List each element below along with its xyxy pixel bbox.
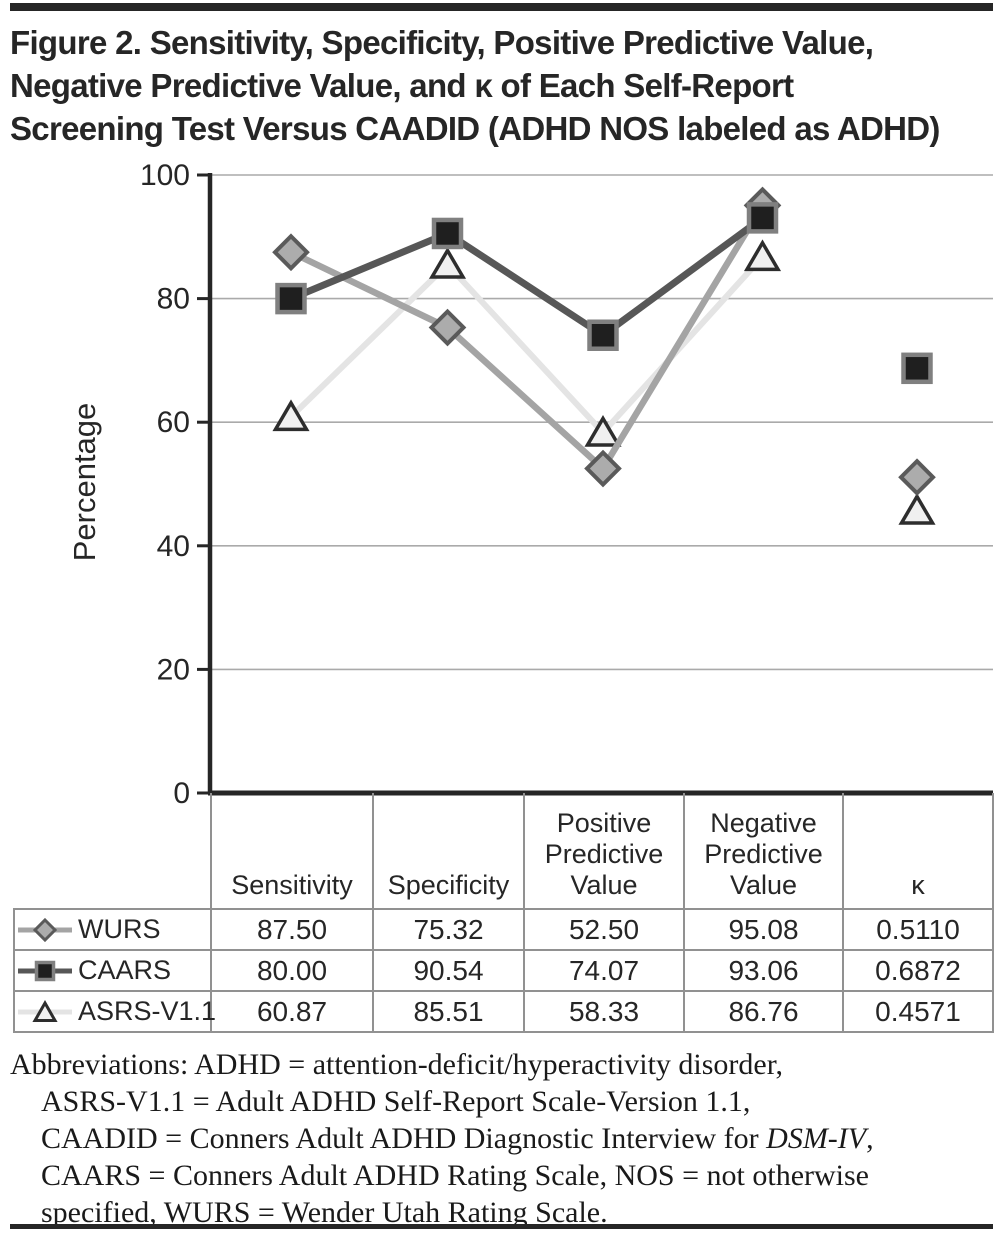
table-cell: 58.33 [523, 990, 685, 1033]
table-cell: 74.07 [523, 949, 685, 992]
table-cell: 0.6872 [842, 949, 994, 992]
legend-marker-icon-square [18, 960, 72, 981]
table-row: WURS 87.50 75.32 52.50 95.08 0.5110 [13, 908, 994, 951]
y-tick-label: 20 [157, 653, 190, 686]
footnote-text: ASRS-V1.1 = Adult ADHD Self-Report Scale… [41, 1085, 751, 1118]
figure-title-line-1: Figure 2. Sensitivity, Specificity, Posi… [10, 24, 874, 61]
data-point-marker-WURS [272, 233, 310, 272]
footnote-text: Abbreviations: ADHD = attention-deficit/… [10, 1048, 784, 1081]
y-tick-label: 40 [157, 530, 190, 563]
legend-entry: ASRS-V1.1 [15, 992, 216, 1031]
abbreviation-line: ASRS-V1.1 = Adult ADHD Self-Report Scale… [10, 1083, 996, 1120]
footnote-text: CAADID = Conners Adult ADHD Diagnostic I… [41, 1122, 767, 1155]
footnote-text: , [866, 1122, 874, 1155]
footnote-text: specified, WURS = Wender Utah Rating Sca… [41, 1196, 608, 1229]
y-tick-label: 60 [157, 406, 190, 439]
abbreviation-line: Abbreviations: ADHD = attention-deficit/… [10, 1046, 996, 1083]
data-point-marker-WURS [584, 449, 622, 488]
legend-entry: CAARS [15, 951, 210, 990]
table-cell: 0.4571 [842, 990, 994, 1033]
column-header: Negative Predictive Value [683, 793, 844, 910]
series-line-WURS [289, 203, 766, 474]
column-header: Positive Predictive Value [523, 793, 685, 910]
table-cell: 95.08 [683, 908, 844, 951]
table-cell: 80.00 [210, 949, 374, 992]
y-tick-label: 80 [157, 283, 190, 316]
column-header: Specificity [372, 793, 525, 910]
table-header: Sensitivity Specificity Positive Predictiv… [14, 793, 994, 910]
column-header: Sensitivity [210, 793, 374, 910]
data-point-marker-ASRS-V1.1 [584, 415, 622, 447]
series-label: CAARS [78, 955, 172, 985]
data-point-marker-CAARS [431, 217, 464, 250]
column-header: κ [842, 793, 994, 910]
legend-marker-icon-triangle [18, 999, 72, 1022]
italic-text: DSM-IV [766, 1122, 867, 1155]
series-line-ASRS-V1.1 [288, 254, 765, 437]
results-table: Sensitivity Specificity Positive Predictiv… [13, 793, 994, 1033]
series-label: ASRS-V1.1 [78, 996, 217, 1026]
table-row: ASRS-V1.1 60.87 85.51 58.33 86.76 0.4571 [13, 990, 994, 1033]
data-point-marker-CAARS [587, 319, 619, 351]
y-axis-label: Percentage [67, 402, 102, 562]
legend-entry: WURS [15, 910, 210, 949]
legend-marker-icon-diamond [18, 917, 72, 942]
table-body: WURS 87.50 75.32 52.50 95.08 0.5110 CAARS 80.00… [13, 908, 994, 1033]
abbreviation-line: CAADID = Conners Adult ADHD Diagnostic I… [10, 1120, 996, 1157]
figure-title-line-2: Negative Predictive Value, and κ of Each… [10, 67, 794, 104]
table-cell: 93.06 [683, 949, 844, 992]
table-cell: 60.87 [210, 990, 374, 1033]
legend-cell: CAARS [13, 949, 212, 992]
table-cell: 87.50 [210, 908, 374, 951]
table-cell: 90.54 [372, 949, 525, 992]
data-point-marker-CAARS [746, 202, 779, 234]
y-tick-label: 100 [140, 159, 190, 192]
data-point-marker-ASRS-V1.1 [898, 493, 936, 525]
top-rule [10, 3, 993, 11]
footnote-text: CAARS = Conners Adult ADHD Rating Scale,… [41, 1159, 869, 1192]
legend-column-header [14, 793, 212, 910]
abbreviation-line: specified, WURS = Wender Utah Rating Sca… [10, 1194, 996, 1231]
table-cell: 0.5110 [842, 908, 994, 951]
table-row: CAARS 80.00 90.54 74.07 93.06 0.6872 [13, 949, 994, 992]
legend-cell: ASRS-V1.1 [13, 990, 216, 1033]
abbreviation-line: CAARS = Conners Adult ADHD Rating Scale,… [10, 1157, 996, 1194]
table-cell: 52.50 [523, 908, 685, 951]
bottom-rule [10, 1224, 993, 1229]
legend-cell: WURS [13, 908, 212, 951]
abbreviations-note: Abbreviations: ADHD = attention-deficit/… [10, 1046, 996, 1231]
data-point-marker-ASRS-V1.1 [743, 239, 782, 272]
figure-title: Figure 2. Sensitivity, Specificity, Posi… [10, 21, 1000, 150]
table-cell: 75.32 [372, 908, 525, 951]
table-cell: 86.76 [683, 990, 844, 1033]
data-point-marker-ASRS-V1.1 [428, 247, 467, 279]
data-point-marker-WURS [898, 458, 936, 497]
table-header-row: Sensitivity Specificity Positive Predictiv… [14, 793, 994, 910]
data-point-marker-WURS [428, 308, 467, 347]
data-point-marker-CAARS [275, 282, 307, 315]
series-label: WURS [78, 914, 161, 944]
table-cell: 85.51 [372, 990, 525, 1033]
data-point-marker-ASRS-V1.1 [272, 399, 310, 432]
series-line-CAARS [289, 215, 765, 340]
data-point-marker-CAARS [901, 352, 933, 385]
figure-title-line-3: Screening Test Versus CAADID (ADHD NOS l… [10, 110, 940, 147]
